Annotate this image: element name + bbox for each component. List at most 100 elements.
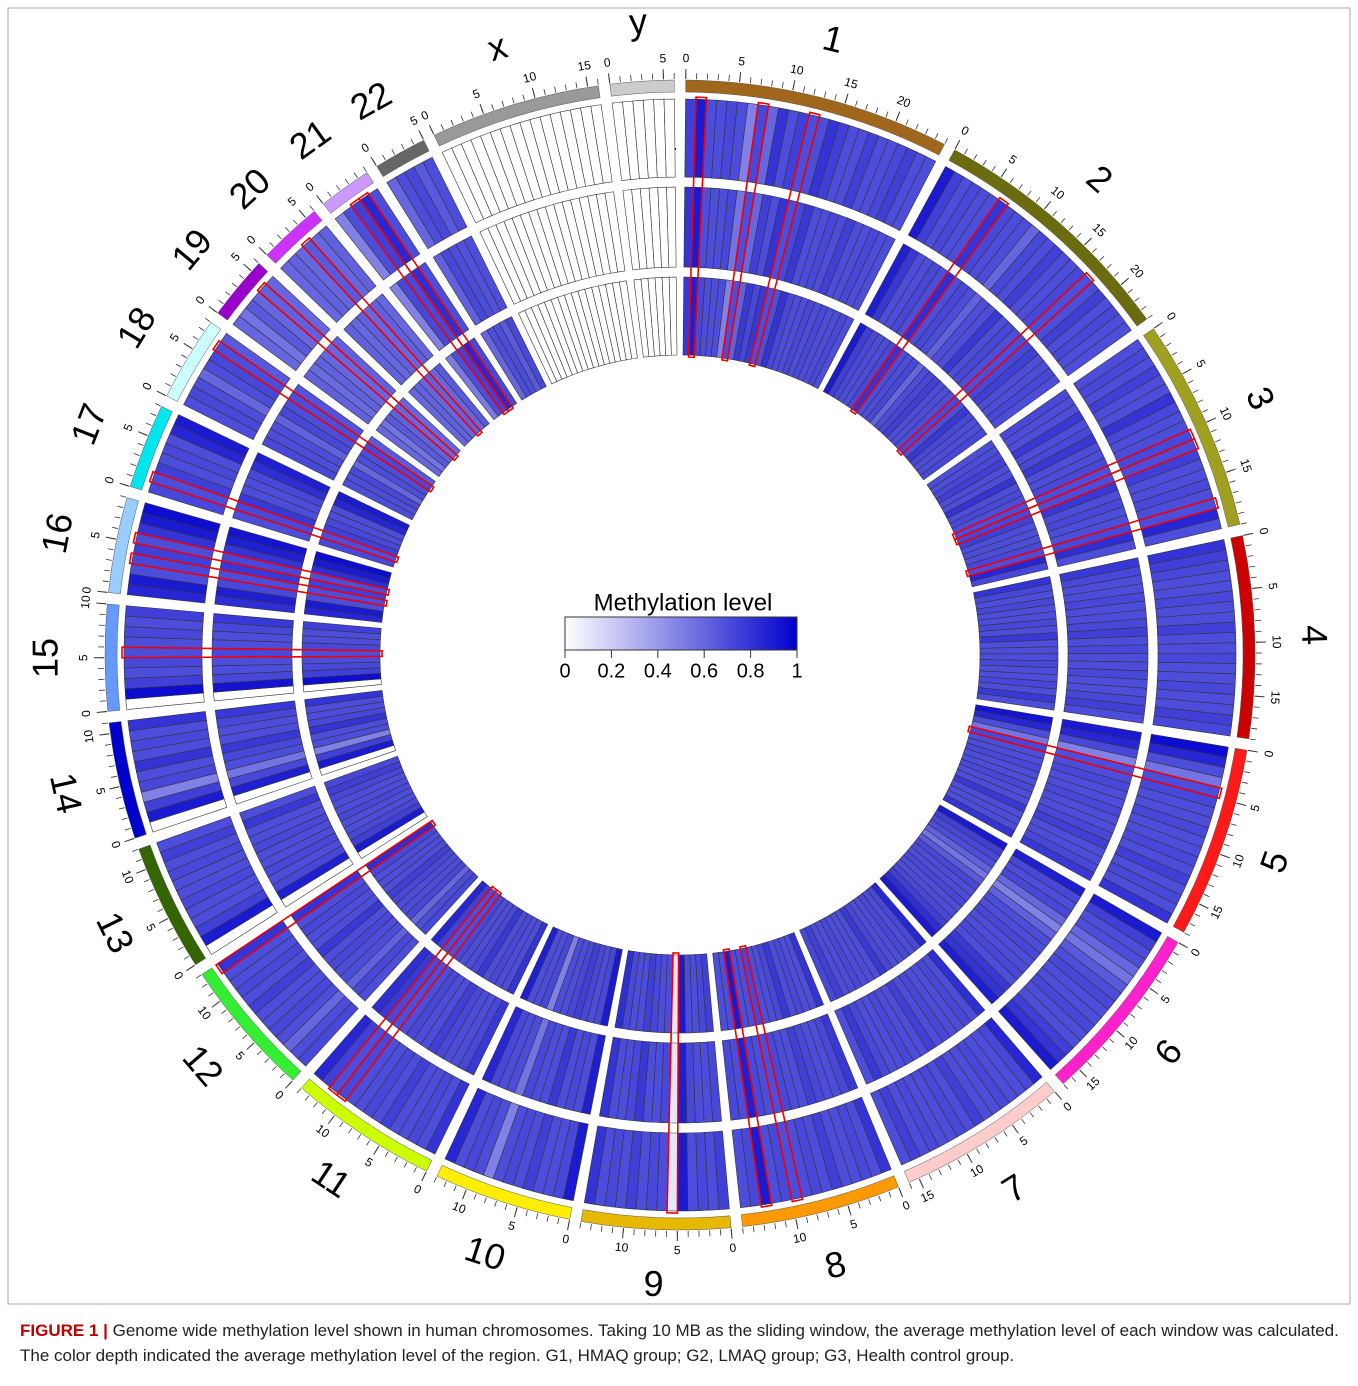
minor-tick	[221, 1009, 227, 1014]
minor-tick	[1003, 1131, 1008, 1137]
ideogram	[903, 1081, 1055, 1183]
chromosome-label: 19	[163, 221, 220, 278]
tick	[1247, 749, 1258, 753]
heat-cell	[430, 880, 488, 945]
minor-tick	[938, 1169, 942, 1176]
ideogram	[1172, 747, 1248, 933]
minor-tick	[366, 1140, 371, 1146]
minor-tick	[865, 103, 868, 110]
tick	[1149, 987, 1159, 995]
tick-label: 0	[139, 380, 155, 393]
tick	[847, 1205, 852, 1216]
minor-tick	[1212, 874, 1219, 878]
tick	[739, 72, 742, 83]
minor-tick	[192, 335, 199, 340]
minor-tick	[905, 119, 909, 126]
heat-cell	[812, 315, 855, 390]
minor-tick	[339, 1121, 344, 1128]
tick-label: 5	[93, 786, 108, 796]
minor-tick	[1018, 184, 1023, 190]
chromosome-label: 9	[643, 1263, 665, 1305]
ideogram	[1054, 936, 1179, 1085]
minor-tick	[146, 422, 152, 426]
tick	[421, 1171, 427, 1182]
minor-tick	[1130, 1013, 1136, 1019]
tick	[96, 602, 107, 605]
legend-tick-label: 1	[791, 660, 802, 682]
minor-tick	[143, 879, 150, 883]
minor-tick	[460, 115, 464, 122]
minor-tick	[1252, 717, 1259, 719]
minor-tick	[235, 1026, 241, 1031]
minor-tick	[1184, 932, 1191, 937]
minor-tick	[284, 227, 290, 232]
minor-tick	[175, 363, 182, 368]
minor-tick	[170, 373, 176, 377]
heat-cell	[599, 1036, 621, 1118]
tick-label: 5	[738, 54, 746, 69]
heat-cell	[976, 692, 1056, 711]
tick	[373, 1145, 380, 1155]
minor-tick	[512, 97, 515, 104]
minor-tick	[443, 1181, 447, 1188]
minor-tick	[277, 234, 282, 240]
tick-label: 0	[729, 1241, 737, 1256]
minor-tick	[742, 1227, 744, 1234]
minor-tick	[228, 1018, 234, 1023]
tick	[243, 263, 252, 272]
minor-tick	[148, 889, 155, 893]
minor-tick	[126, 473, 133, 477]
legend-title: Methylation level	[594, 589, 773, 616]
minor-tick	[327, 191, 332, 197]
heat-cell	[677, 1042, 687, 1124]
tick-label: 0	[303, 179, 317, 194]
caption: FIGURE 1 | Genome wide methylation level…	[20, 1318, 1340, 1368]
tick-label: 10	[119, 868, 137, 886]
heat-cell	[371, 946, 431, 1014]
tick	[1054, 1091, 1063, 1101]
chromosome-label: 8	[820, 1242, 850, 1287]
tick	[246, 1042, 255, 1050]
minor-tick	[525, 1210, 528, 1217]
minor-tick	[1194, 913, 1201, 917]
tick-label: 5	[362, 1155, 375, 1171]
minor-tick	[293, 219, 298, 225]
heat-cell	[590, 104, 613, 184]
tick	[124, 838, 135, 843]
tick-label: 0	[683, 51, 690, 65]
tick	[895, 111, 901, 122]
minor-tick	[774, 1223, 777, 1230]
tick-label: 15	[918, 1187, 936, 1205]
tick-label: 10	[1048, 183, 1067, 202]
tick	[105, 536, 116, 540]
minor-tick	[104, 569, 111, 572]
minor-tick	[1214, 439, 1221, 443]
minor-tick	[611, 1227, 614, 1234]
tick	[1254, 695, 1265, 698]
ideogram	[217, 263, 269, 321]
tick-label: 5	[143, 921, 159, 934]
minor-tick	[976, 1148, 980, 1155]
tick	[1243, 532, 1254, 536]
tick-label: 0	[193, 293, 208, 307]
minor-tick	[225, 291, 231, 296]
minor-tick	[1187, 380, 1194, 384]
highlight-box	[748, 111, 821, 368]
tick-label: 15	[1090, 220, 1110, 240]
minor-tick	[1247, 555, 1254, 557]
minor-tick	[1192, 389, 1199, 394]
minor-tick	[155, 403, 161, 407]
minor-tick	[132, 849, 138, 852]
tick-label: 5	[76, 654, 90, 661]
minor-tick	[470, 111, 474, 118]
heat-cell	[1019, 835, 1095, 882]
minor-tick	[394, 1156, 398, 1163]
tick	[795, 1219, 799, 1230]
tick	[844, 93, 849, 104]
tick	[1012, 1124, 1019, 1134]
tick	[567, 1220, 570, 1231]
heat-cell	[799, 927, 838, 1003]
tick-label: 5	[471, 86, 482, 102]
tick-label: 20	[895, 93, 913, 111]
tick-label: 20	[1127, 262, 1147, 281]
